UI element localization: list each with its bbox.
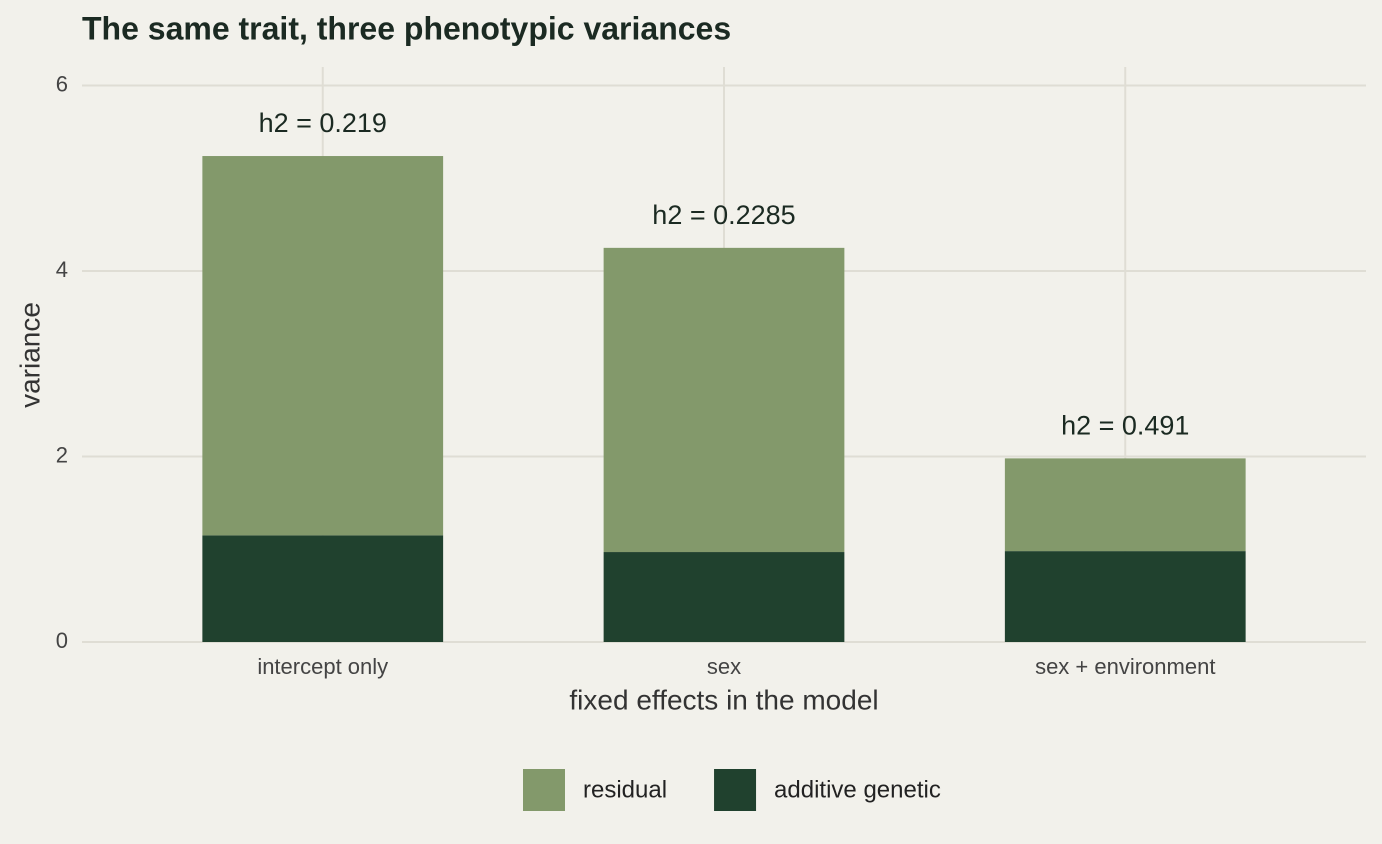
bar-segment xyxy=(202,156,444,536)
legend-label: residual xyxy=(583,776,667,803)
annotation: h2 = 0.219 xyxy=(259,108,387,138)
y-axis-title: variance xyxy=(14,302,45,408)
bar-segment xyxy=(1004,458,1246,552)
bar-segment xyxy=(1004,551,1246,642)
x-tick-label: intercept only xyxy=(257,654,388,679)
bar-segment xyxy=(202,535,444,642)
bar-segment xyxy=(603,552,845,642)
y-tick-label: 4 xyxy=(56,257,68,282)
y-tick-label: 2 xyxy=(56,442,68,467)
legend-swatch xyxy=(523,769,565,811)
legend-swatch xyxy=(714,769,757,811)
legend-label: additive genetic xyxy=(774,776,941,803)
y-tick-label: 0 xyxy=(56,628,68,653)
chart-title: The same trait, three phenotypic varianc… xyxy=(82,10,731,46)
x-axis-title: fixed effects in the model xyxy=(569,684,878,715)
bar-segment xyxy=(603,247,845,553)
y-tick-label: 6 xyxy=(56,71,68,96)
x-tick-label: sex xyxy=(707,654,741,679)
labels: 0 2 4 6 intercept only sex sex + environment h2… xyxy=(56,71,1215,811)
x-tick-label: sex + environment xyxy=(1035,654,1215,679)
bars xyxy=(202,156,1246,642)
annotation: h2 = 0.491 xyxy=(1061,410,1189,440)
annotation: h2 = 0.2285 xyxy=(652,200,795,230)
